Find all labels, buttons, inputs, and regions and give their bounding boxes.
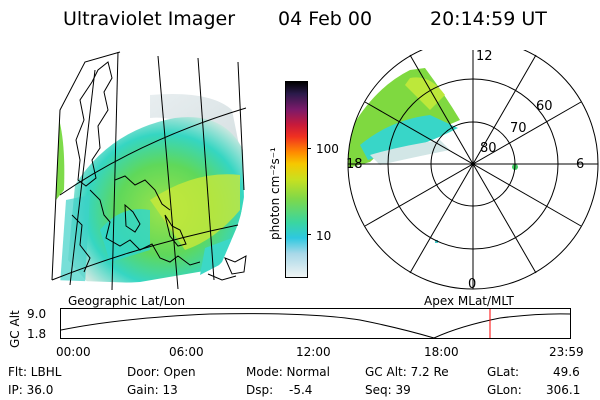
colorbar-tick-100: 100	[316, 142, 339, 156]
latlon-grid	[51, 51, 247, 291]
colorbar-tick-10: 10	[316, 229, 332, 243]
seq-info: Seq: 39	[365, 383, 411, 397]
glat-label: GLat:	[487, 365, 520, 379]
polar-grid	[347, 50, 599, 290]
mode-info: Mode: Normal	[246, 365, 330, 379]
altitude-tick-9: 9.0	[27, 307, 47, 321]
geographic-panel-label: Geographic Lat/Lon	[68, 294, 186, 308]
filter-info: Flt: LBHL	[8, 365, 62, 379]
glon-label: GLon:	[487, 383, 522, 397]
mlat-label-80: 80	[480, 141, 497, 156]
door-info: Door: Open	[127, 365, 196, 379]
polar-mlat-mlt-plot: 12 18 6 0 60 70 80	[346, 50, 599, 290]
image-pixels	[52, 52, 247, 285]
altitude-axis-label: GC Alt	[8, 310, 22, 348]
instrument-title: Ultraviolet Imager	[63, 8, 236, 30]
glat-value: 49.6	[553, 365, 580, 379]
gc-alt-info: GC Alt: 7.2 Re	[365, 365, 449, 379]
altitude-orbit-plot	[60, 308, 572, 339]
mlat-label-70: 70	[510, 121, 527, 136]
time-tick-0000: 00:00	[56, 345, 91, 359]
colorbar-unit-label: photon cm⁻²s⁻¹	[268, 147, 282, 240]
dsp-label: Dsp:	[246, 383, 274, 397]
mlt-label-0: 0	[468, 277, 476, 290]
glon-value: 306.1	[546, 383, 581, 397]
time-tick-1200: 12:00	[296, 345, 331, 359]
time-label: 20:14:59 UT	[430, 8, 547, 30]
time-tick-0600: 06:00	[169, 345, 204, 359]
colorbar-tickmark	[307, 148, 311, 149]
mlt-label-18: 18	[346, 157, 363, 172]
gain-info: Gain: 13	[127, 383, 178, 397]
altitude-tick-1-8: 1.8	[27, 327, 47, 341]
dsp-value: -5.4	[289, 383, 313, 397]
mlat-label-60: 60	[536, 99, 553, 114]
coastline-outlines	[71, 61, 247, 281]
date-label: 04 Feb 00	[278, 8, 373, 30]
mlt-label-12: 12	[476, 50, 493, 64]
colorbar-tickmark	[307, 234, 311, 235]
color-scale-bar	[285, 81, 308, 278]
ip-info: IP: 36.0	[8, 383, 54, 397]
mlt-label-6: 6	[576, 157, 584, 172]
time-tick-1800: 18:00	[424, 345, 459, 359]
time-tick-2359: 23:59	[549, 345, 584, 359]
apex-panel-label: Apex MLat/MLT	[424, 294, 514, 308]
